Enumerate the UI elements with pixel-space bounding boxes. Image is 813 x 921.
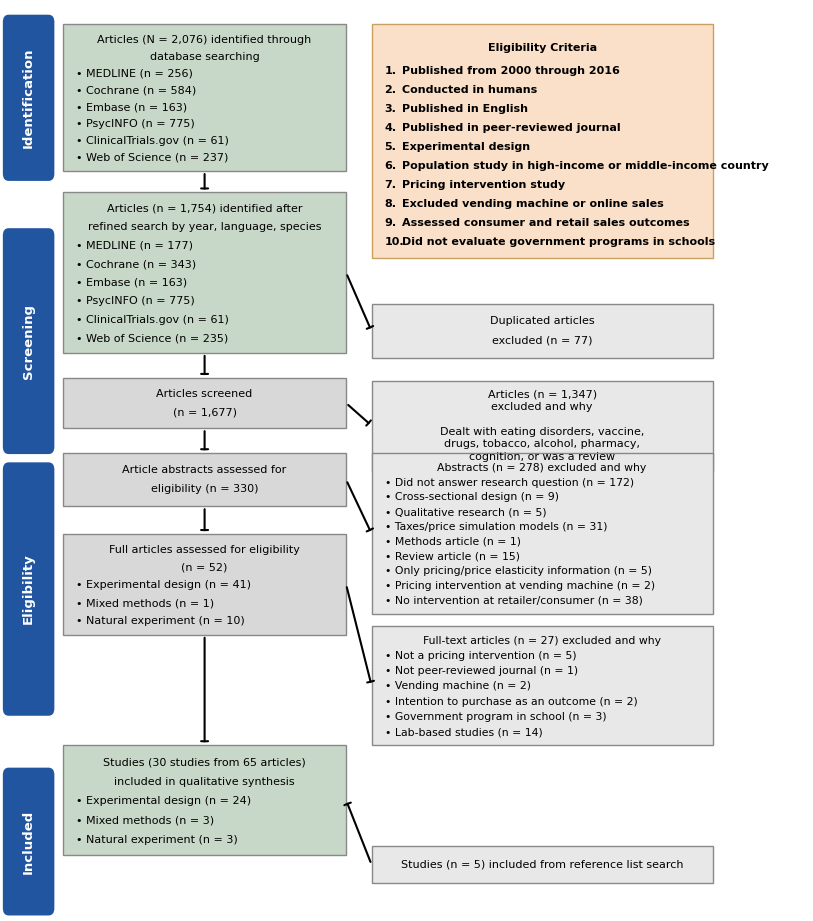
Text: Articles (n = 1,754) identified after: Articles (n = 1,754) identified after bbox=[107, 204, 302, 214]
Text: excluded and why: excluded and why bbox=[491, 402, 593, 412]
Text: 3.: 3. bbox=[385, 104, 397, 114]
Text: • Not a pricing intervention (n = 5): • Not a pricing intervention (n = 5) bbox=[385, 651, 576, 661]
Bar bbox=[372, 380, 713, 471]
Text: Published from 2000 through 2016: Published from 2000 through 2016 bbox=[402, 66, 620, 76]
Bar bbox=[372, 453, 713, 613]
Text: Dealt with eating disorders, vaccine,: Dealt with eating disorders, vaccine, bbox=[440, 426, 644, 437]
Text: Eligibility: Eligibility bbox=[22, 554, 35, 624]
Text: • Qualitative research (n = 5): • Qualitative research (n = 5) bbox=[385, 507, 546, 518]
Text: • Only pricing/price elasticity information (n = 5): • Only pricing/price elasticity informat… bbox=[385, 566, 651, 577]
FancyBboxPatch shape bbox=[2, 228, 54, 454]
Bar bbox=[63, 534, 346, 635]
Text: 4.: 4. bbox=[385, 123, 397, 134]
Text: Abstracts (n = 278) excluded and why: Abstracts (n = 278) excluded and why bbox=[437, 463, 646, 472]
Text: • Cochrane (n = 343): • Cochrane (n = 343) bbox=[76, 260, 196, 270]
Text: • Intention to purchase as an outcome (n = 2): • Intention to purchase as an outcome (n… bbox=[385, 696, 637, 706]
Text: 10.: 10. bbox=[385, 237, 404, 247]
Text: • Cochrane (n = 584): • Cochrane (n = 584) bbox=[76, 86, 197, 96]
Text: • Taxes/price simulation models (n = 31): • Taxes/price simulation models (n = 31) bbox=[385, 522, 607, 532]
Text: • ClinicalTrials.gov (n = 61): • ClinicalTrials.gov (n = 61) bbox=[76, 135, 229, 146]
Text: 2.: 2. bbox=[385, 86, 397, 95]
Text: • Mixed methods (n = 1): • Mixed methods (n = 1) bbox=[76, 598, 215, 608]
Text: refined search by year, language, species: refined search by year, language, specie… bbox=[88, 223, 321, 232]
Text: 5.: 5. bbox=[385, 142, 397, 152]
Text: • Web of Science (n = 235): • Web of Science (n = 235) bbox=[76, 333, 228, 344]
Text: Studies (n = 5) included from reference list search: Studies (n = 5) included from reference … bbox=[401, 859, 683, 869]
Text: 1.: 1. bbox=[385, 66, 397, 76]
Text: Full-text articles (n = 27) excluded and why: Full-text articles (n = 27) excluded and… bbox=[423, 635, 661, 646]
Text: 8.: 8. bbox=[385, 199, 397, 209]
Text: Excluded vending machine or online sales: Excluded vending machine or online sales bbox=[402, 199, 663, 209]
Text: • Not peer-reviewed journal (n = 1): • Not peer-reviewed journal (n = 1) bbox=[385, 666, 578, 676]
Text: • Natural experiment (n = 10): • Natural experiment (n = 10) bbox=[76, 615, 245, 625]
Text: • Did not answer research question (n = 172): • Did not answer research question (n = … bbox=[385, 478, 633, 488]
FancyBboxPatch shape bbox=[2, 15, 54, 181]
Text: • Experimental design (n = 41): • Experimental design (n = 41) bbox=[76, 580, 251, 590]
Text: Duplicated articles: Duplicated articles bbox=[489, 317, 594, 326]
Text: (n = 52): (n = 52) bbox=[181, 563, 228, 573]
Text: Assessed consumer and retail sales outcomes: Assessed consumer and retail sales outco… bbox=[402, 217, 689, 227]
Text: • No intervention at retailer/consumer (n = 38): • No intervention at retailer/consumer (… bbox=[385, 596, 642, 606]
Text: Article abstracts assessed for: Article abstracts assessed for bbox=[123, 465, 287, 475]
Text: Studies (30 studies from 65 articles): Studies (30 studies from 65 articles) bbox=[103, 757, 306, 767]
Text: • Experimental design (n = 24): • Experimental design (n = 24) bbox=[76, 796, 251, 806]
Text: drugs, tobacco, alcohol, pharmacy,: drugs, tobacco, alcohol, pharmacy, bbox=[444, 439, 640, 449]
Text: eligibility (n = 330): eligibility (n = 330) bbox=[151, 484, 259, 495]
Text: • Embase (n = 163): • Embase (n = 163) bbox=[76, 102, 187, 112]
Text: (n = 1,677): (n = 1,677) bbox=[172, 407, 237, 417]
Text: • Lab-based studies (n = 14): • Lab-based studies (n = 14) bbox=[385, 727, 542, 737]
Text: Included: Included bbox=[22, 810, 35, 874]
Text: • PsycINFO (n = 775): • PsycINFO (n = 775) bbox=[76, 119, 195, 129]
Bar bbox=[372, 846, 713, 883]
FancyBboxPatch shape bbox=[2, 767, 54, 915]
Text: • Pricing intervention at vending machine (n = 2): • Pricing intervention at vending machin… bbox=[385, 581, 654, 591]
Text: • Mixed methods (n = 3): • Mixed methods (n = 3) bbox=[76, 816, 215, 825]
Text: • Methods article (n = 1): • Methods article (n = 1) bbox=[385, 537, 520, 547]
Bar bbox=[372, 24, 713, 259]
Text: • Review article (n = 15): • Review article (n = 15) bbox=[385, 552, 520, 562]
Text: Articles screened: Articles screened bbox=[156, 390, 253, 399]
Bar bbox=[372, 305, 713, 357]
Text: Eligibility Criteria: Eligibility Criteria bbox=[488, 42, 597, 52]
Text: Published in English: Published in English bbox=[402, 104, 528, 114]
Text: • Cross-sectional design (n = 9): • Cross-sectional design (n = 9) bbox=[385, 493, 559, 503]
Text: database searching: database searching bbox=[150, 52, 259, 62]
Bar bbox=[372, 625, 713, 745]
Text: • Web of Science (n = 237): • Web of Science (n = 237) bbox=[76, 152, 228, 162]
Text: 7.: 7. bbox=[385, 180, 397, 190]
Text: • Natural experiment (n = 3): • Natural experiment (n = 3) bbox=[76, 835, 238, 845]
Text: Articles (N = 2,076) identified through: Articles (N = 2,076) identified through bbox=[98, 35, 311, 45]
Bar bbox=[63, 378, 346, 428]
Text: excluded (n = 77): excluded (n = 77) bbox=[492, 335, 593, 345]
Text: Conducted in humans: Conducted in humans bbox=[402, 86, 537, 95]
FancyBboxPatch shape bbox=[2, 462, 54, 716]
Text: Population study in high-income or middle-income country: Population study in high-income or middl… bbox=[402, 161, 769, 171]
Text: 9.: 9. bbox=[385, 217, 397, 227]
Text: included in qualitative synthesis: included in qualitative synthesis bbox=[115, 776, 295, 787]
Text: Experimental design: Experimental design bbox=[402, 142, 530, 152]
Text: • Vending machine (n = 2): • Vending machine (n = 2) bbox=[385, 682, 531, 692]
Text: Did not evaluate government programs in schools: Did not evaluate government programs in … bbox=[402, 237, 715, 247]
Text: • MEDLINE (n = 256): • MEDLINE (n = 256) bbox=[76, 68, 193, 78]
Text: • Government program in school (n = 3): • Government program in school (n = 3) bbox=[385, 712, 606, 722]
Text: • PsycINFO (n = 775): • PsycINFO (n = 775) bbox=[76, 297, 195, 307]
Bar bbox=[63, 745, 346, 856]
Text: Full articles assessed for eligibility: Full articles assessed for eligibility bbox=[109, 545, 300, 555]
Bar bbox=[63, 24, 346, 171]
Text: Screening: Screening bbox=[22, 304, 35, 379]
Text: 6.: 6. bbox=[385, 161, 397, 171]
Text: cognition, or was a review: cognition, or was a review bbox=[469, 452, 615, 462]
Text: • Embase (n = 163): • Embase (n = 163) bbox=[76, 278, 187, 288]
Bar bbox=[63, 192, 346, 353]
Bar bbox=[63, 453, 346, 507]
Text: • MEDLINE (n = 177): • MEDLINE (n = 177) bbox=[76, 241, 193, 251]
Text: Pricing intervention study: Pricing intervention study bbox=[402, 180, 565, 190]
Text: Published in peer-reviewed journal: Published in peer-reviewed journal bbox=[402, 123, 620, 134]
Text: • ClinicalTrials.gov (n = 61): • ClinicalTrials.gov (n = 61) bbox=[76, 315, 229, 325]
Text: Articles (n = 1,347): Articles (n = 1,347) bbox=[488, 390, 597, 399]
Text: Identification: Identification bbox=[22, 48, 35, 148]
